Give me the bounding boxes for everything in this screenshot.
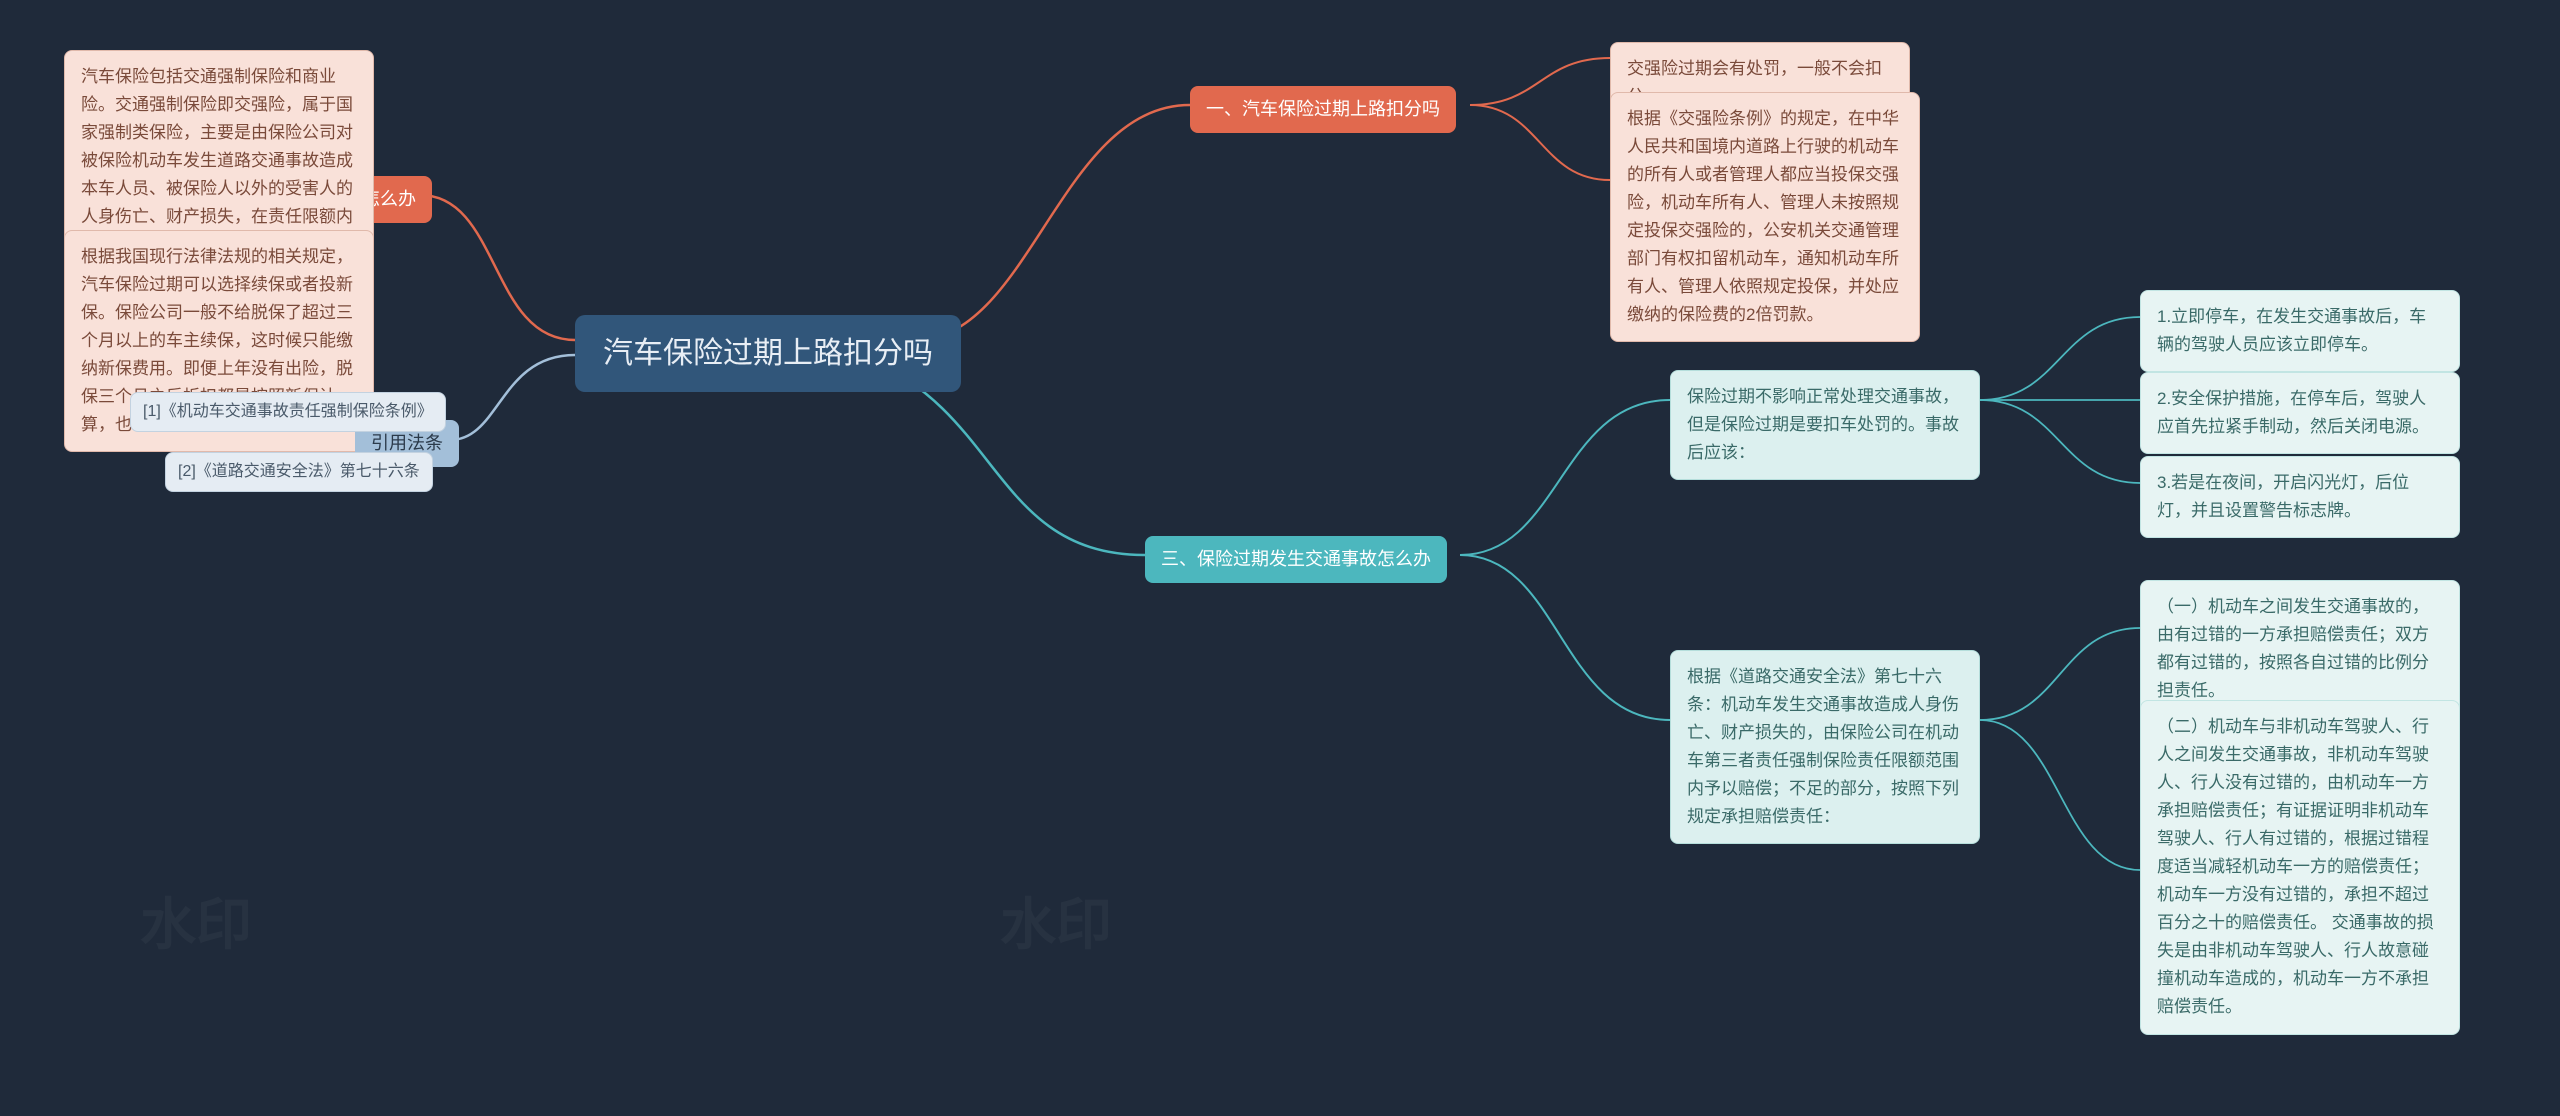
watermark: 水印 — [1000, 880, 1112, 961]
branch-4-sub-1-leaf-2: 2.安全保护措施，在停车后，驾驶人应首先拉紧手制动，然后关闭电源。 — [2140, 372, 2460, 454]
branch-1-leaf-2: 根据《交强险条例》的规定，在中华人民共和国境内道路上行驶的机动车的所有人或者管理… — [1610, 92, 1920, 342]
branch-3-leaf-2: [2]《道路交通安全法》第七十六条 — [165, 452, 433, 492]
watermark: 水印 — [140, 880, 252, 961]
branch-4-sub-1-leaf-3: 3.若是在夜间，开启闪光灯，后位灯，并且设置警告标志牌。 — [2140, 456, 2460, 538]
root-node: 汽车保险过期上路扣分吗 — [575, 315, 961, 392]
branch-4-sub-2: 根据《道路交通安全法》第七十六条：机动车发生交通事故造成人身伤亡、财产损失的，由… — [1670, 650, 1980, 844]
branch-4-sub-2-leaf-2: （二）机动车与非机动车驾驶人、行人之间发生交通事故，非机动车驾驶人、行人没有过错… — [2140, 700, 2460, 1035]
branch-4-sub-1: 保险过期不影响正常处理交通事故，但是保险过期是要扣车处罚的。事故后应该： — [1670, 370, 1980, 480]
branch-4-sub-2-leaf-1: （一）机动车之间发生交通事故的，由有过错的一方承担赔偿责任；双方都有过错的，按照… — [2140, 580, 2460, 718]
branch-4-sub-1-leaf-1: 1.立即停车，在发生交通事故后，车辆的驾驶人员应该立即停车。 — [2140, 290, 2460, 372]
branch-1: 一、汽车保险过期上路扣分吗 — [1190, 86, 1456, 133]
branch-4: 三、保险过期发生交通事故怎么办 — [1145, 536, 1447, 583]
branch-3-leaf-1: [1]《机动车交通事故责任强制保险条例》 — [130, 392, 446, 432]
